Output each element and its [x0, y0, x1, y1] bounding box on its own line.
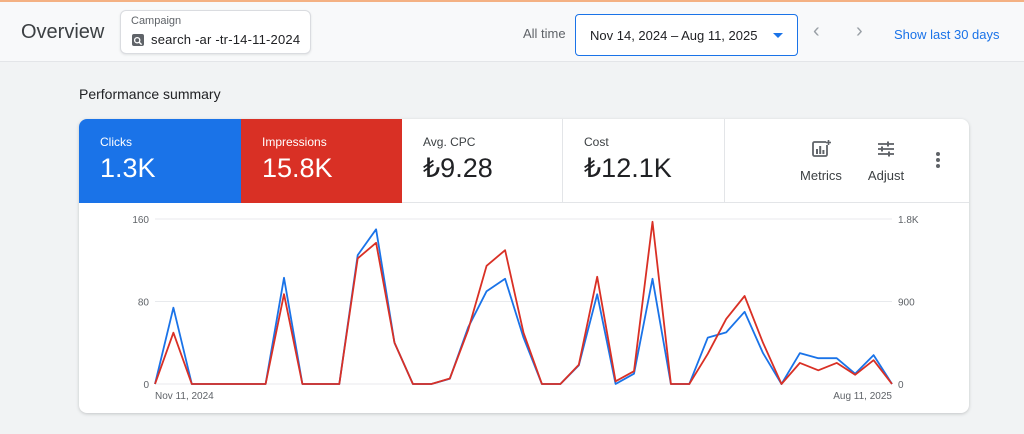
- tile-label: Clicks: [100, 135, 132, 149]
- tile-value: 15.8K: [262, 153, 333, 183]
- tile-label: Cost: [584, 135, 609, 149]
- dropdown-caret-icon: [773, 33, 783, 38]
- x-axis-end-label: Aug 11, 2025: [833, 391, 892, 402]
- metrics-label: Metrics: [800, 168, 842, 183]
- right-axis-tick: 900: [898, 298, 915, 309]
- campaign-selector[interactable]: Campaign search -ar -tr-14-11-2024: [120, 10, 311, 54]
- performance-summary-card: Clicks 1.3K Impressions 15.8K Avg. CPC ₺…: [79, 119, 969, 413]
- page-title: Overview: [21, 21, 105, 43]
- tune-icon: [863, 139, 909, 162]
- series-line-clicks: [154, 228, 893, 385]
- left-axis-tick: 160: [132, 215, 149, 226]
- campaign-label: Campaign: [131, 15, 182, 27]
- performance-line-chart: 0 80 160 0 900 1.8K Nov 11, 2024 Aug 11, 2025: [132, 215, 919, 402]
- tile-value: ₺9.28: [423, 153, 493, 183]
- x-axis-start-label: Nov 11, 2024: [155, 391, 214, 402]
- campaign-search-icon: [132, 34, 144, 46]
- left-axis-tick: 0: [143, 380, 149, 391]
- performance-summary-title: Performance summary: [79, 86, 221, 102]
- right-axis-tick: 1.8K: [898, 215, 919, 226]
- tile-value: ₺12.1K: [584, 153, 672, 183]
- tile-label: Avg. CPC: [423, 135, 476, 149]
- tile-clicks[interactable]: Clicks 1.3K: [79, 119, 241, 203]
- date-range-value: Nov 14, 2024 – Aug 11, 2025: [590, 28, 758, 43]
- metric-tiles: Clicks 1.3K Impressions 15.8K Avg. CPC ₺…: [79, 119, 969, 203]
- show-last-30-days-link[interactable]: Show last 30 days: [894, 27, 1000, 42]
- tile-value: 1.3K: [100, 153, 156, 183]
- metrics-button[interactable]: Metrics: [797, 139, 845, 183]
- tile-label: Impressions: [262, 135, 327, 149]
- tile-avg-cpc[interactable]: Avg. CPC ₺9.28: [402, 119, 563, 203]
- campaign-name: search -ar -tr-14-11-2024: [151, 32, 301, 47]
- metrics-chart-icon: [797, 139, 845, 162]
- date-range-picker[interactable]: Nov 14, 2024 – Aug 11, 2025: [575, 14, 798, 56]
- more-vert-icon[interactable]: [932, 152, 944, 172]
- right-axis-tick: 0: [898, 380, 904, 391]
- top-accent-line: [0, 0, 1024, 2]
- chevron-left-icon[interactable]: ‹: [813, 20, 820, 42]
- page-header: Overview Campaign search -ar -tr-14-11-2…: [0, 2, 1024, 62]
- tile-cost[interactable]: Cost ₺12.1K: [563, 119, 725, 203]
- left-axis-tick: 80: [138, 298, 150, 309]
- adjust-button[interactable]: Adjust: [863, 139, 909, 183]
- adjust-label: Adjust: [867, 168, 905, 183]
- chevron-right-icon[interactable]: ›: [856, 20, 863, 42]
- date-range-label: All time: [523, 26, 566, 41]
- series-line-impressions: [154, 220, 893, 385]
- tile-impressions[interactable]: Impressions 15.8K: [241, 119, 402, 203]
